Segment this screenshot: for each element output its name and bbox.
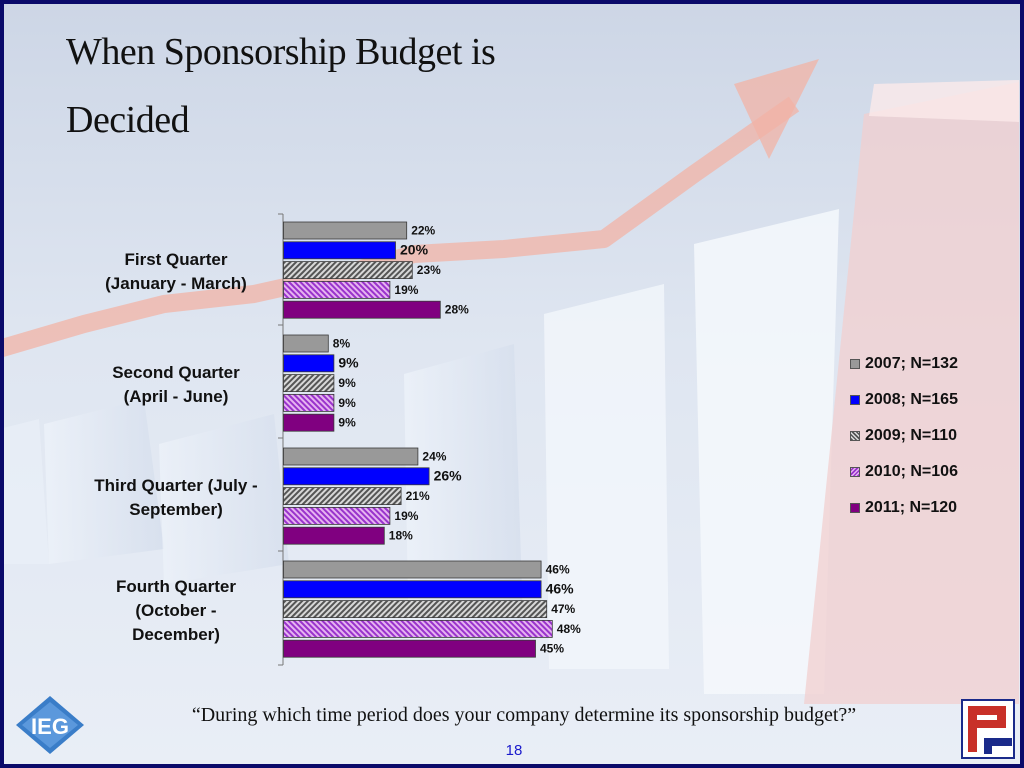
data-label: 45% [540,642,564,656]
data-label: 20% [400,241,429,257]
legend-item: 2011; N=120 [850,490,1020,526]
data-label: 9% [338,354,359,370]
data-label: 26% [434,467,463,483]
survey-question: “During which time period does your comp… [191,704,857,726]
legend-label: 2010; N=106 [865,463,958,480]
data-label: 23% [417,263,441,277]
bar [283,467,430,486]
bar [283,506,391,525]
corner-logo-text: P [956,694,957,695]
bar [283,374,335,393]
data-label: 21% [406,489,430,503]
bar [283,300,441,319]
category-label-line: (April - June) [123,386,229,406]
category-label-line: Fourth Quarter [116,576,236,596]
bar [283,526,385,545]
bar-chart: 22% 20% 23% 19% 28% 8% 9% 9% 9% 9% 24% 26% 21% 19% 18%… [278,213,581,666]
category-label: Third Quarter (July - September) [76,474,276,522]
legend-swatch [850,395,860,405]
data-label: 47% [551,602,575,616]
bar [283,447,419,466]
bar [283,221,408,240]
data-label: 24% [422,450,446,464]
data-label: 46% [546,563,570,577]
slide-title: When Sponsorship Budget is Decided [66,31,496,141]
bar [283,580,542,599]
legend-label: 2009; N=110 [865,427,958,444]
bar [283,639,536,658]
legend-swatch [850,359,860,369]
bar [283,600,548,618]
data-label: 19% [394,509,418,523]
ieg-logo: IEG [16,696,84,754]
data-label: 19% [394,283,418,297]
category-label: First Quarter (January - March) [76,248,276,296]
data-label: 46% [546,580,575,596]
corner-logo: P [956,694,1015,759]
data-label: 28% [445,303,469,317]
ieg-logo-text: IEG [31,714,69,739]
legend-swatch [850,503,860,513]
legend-label: 2007; N=132 [865,355,958,372]
legend-item: 2008; N=165 [850,382,1020,418]
bar [283,487,402,506]
data-label: 18% [389,529,413,543]
data-label: 48% [557,622,581,636]
data-label: 9% [338,396,356,410]
category-label-line: (October - [135,600,217,620]
legend-label: 2011; N=120 [865,499,958,516]
legend-item: 2009; N=110 [850,418,1020,454]
bar [283,560,542,579]
bar [283,620,553,638]
data-label: 8% [333,337,351,351]
chart-legend: 2007; N=132 2008; N=165 2009; N=110 2010; N… [850,346,1020,526]
category-label: Fourth Quarter (October - December) [76,575,276,647]
legend-swatch [850,467,860,477]
bar [283,241,396,260]
category-label-line: First Quarter [124,249,228,269]
data-label: 9% [338,376,356,390]
category-label-line: (January - March) [105,273,247,293]
bar [283,280,391,299]
legend-item: 2010; N=106 [850,454,1020,490]
page-number: 18 [505,742,523,759]
category-label: Second Quarter (April - June) [76,361,276,409]
category-label-line: December) [132,624,220,644]
bar [283,261,413,280]
category-label-line: Second Quarter [112,362,240,382]
legend-label: 2008; N=165 [865,391,958,408]
bar [283,354,335,373]
data-label: 9% [338,416,356,430]
data-label: 22% [411,224,435,238]
bar [283,413,335,432]
category-label-line: Third Quarter (July - [94,475,258,495]
category-label-line: September) [129,499,223,519]
bar [283,334,329,353]
legend-item: 2007; N=132 [850,346,1020,382]
bar [283,393,335,412]
legend-swatch [850,431,860,441]
